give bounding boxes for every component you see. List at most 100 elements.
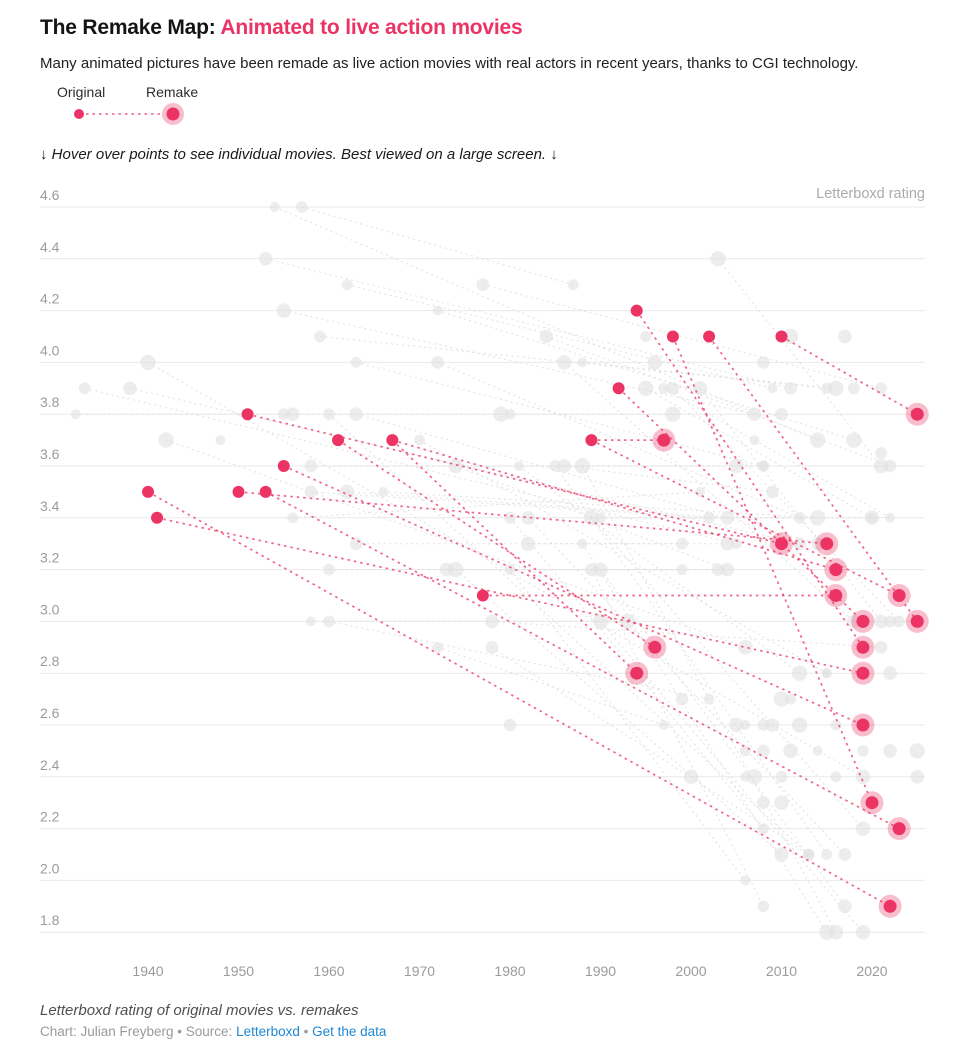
background-point[interactable] bbox=[757, 744, 770, 758]
background-original-point[interactable] bbox=[557, 355, 572, 370]
background-remake-point[interactable] bbox=[838, 899, 852, 914]
background-remake-point[interactable] bbox=[738, 640, 753, 655]
background-point[interactable] bbox=[757, 796, 770, 810]
background-point[interactable] bbox=[791, 717, 808, 733]
background-original-point[interactable] bbox=[323, 563, 335, 576]
original-point[interactable] bbox=[332, 434, 345, 447]
background-point[interactable] bbox=[675, 692, 689, 706]
background-remake-point[interactable] bbox=[658, 720, 669, 730]
background-remake-point[interactable] bbox=[838, 848, 852, 861]
background-remake-point[interactable] bbox=[819, 924, 835, 940]
background-remake-point[interactable] bbox=[855, 769, 871, 785]
background-remake-point[interactable] bbox=[747, 407, 762, 422]
remake-point[interactable] bbox=[820, 537, 834, 551]
background-point[interactable] bbox=[493, 406, 509, 422]
background-original-point[interactable] bbox=[78, 382, 91, 395]
background-remake-point[interactable] bbox=[567, 279, 579, 291]
background-point[interactable] bbox=[739, 745, 751, 757]
background-point[interactable] bbox=[830, 719, 842, 731]
source-link[interactable]: Letterboxd bbox=[236, 1024, 300, 1039]
background-point[interactable] bbox=[215, 435, 226, 446]
background-original-point[interactable] bbox=[158, 432, 174, 448]
background-point[interactable] bbox=[910, 770, 925, 784]
background-remake-point[interactable] bbox=[873, 458, 889, 474]
remake-point[interactable] bbox=[657, 433, 671, 447]
background-point[interactable] bbox=[883, 744, 897, 758]
background-point[interactable] bbox=[746, 769, 763, 785]
background-point[interactable] bbox=[740, 720, 751, 730]
background-remake-point[interactable] bbox=[874, 640, 888, 654]
background-point[interactable] bbox=[774, 795, 789, 810]
background-original-point[interactable] bbox=[448, 561, 464, 578]
background-original-point[interactable] bbox=[577, 357, 588, 368]
background-remake-point[interactable] bbox=[885, 512, 896, 523]
background-original-point[interactable] bbox=[666, 381, 680, 395]
background-remake-point[interactable] bbox=[676, 564, 688, 576]
background-original-point[interactable] bbox=[350, 356, 362, 368]
scatter-plot[interactable]: 4.6 4.4 4.2 4.0 3.8 3.6 3.4 3.2 3.0 2.8 2.6 2.4 2.2 2… bbox=[0, 0, 960, 995]
background-original-point[interactable] bbox=[349, 407, 363, 422]
background-original-point[interactable] bbox=[710, 251, 726, 267]
background-original-point[interactable] bbox=[520, 536, 536, 551]
background-remake-point[interactable] bbox=[665, 406, 681, 422]
background-original-point[interactable] bbox=[539, 329, 553, 344]
background-original-point[interactable] bbox=[414, 434, 425, 446]
background-original-point[interactable] bbox=[638, 380, 654, 396]
background-point[interactable] bbox=[504, 408, 516, 420]
background-original-point[interactable] bbox=[304, 485, 318, 499]
background-remake-point[interactable] bbox=[757, 900, 770, 913]
background-original-point[interactable] bbox=[341, 279, 353, 291]
background-original-point[interactable] bbox=[258, 251, 273, 266]
background-remake-point[interactable] bbox=[703, 693, 715, 705]
background-original-point[interactable] bbox=[432, 305, 443, 316]
background-point[interactable] bbox=[647, 355, 663, 370]
original-point[interactable] bbox=[630, 304, 643, 317]
background-point[interactable] bbox=[749, 435, 760, 446]
background-remake-point[interactable] bbox=[810, 432, 826, 448]
remake-point[interactable] bbox=[892, 589, 906, 602]
background-remake-point[interactable] bbox=[855, 821, 871, 836]
remake-point[interactable] bbox=[883, 899, 897, 913]
background-original-point[interactable] bbox=[305, 616, 316, 627]
background-point[interactable] bbox=[857, 745, 869, 757]
background-point[interactable] bbox=[683, 769, 699, 785]
background-remake-point[interactable] bbox=[802, 848, 815, 861]
original-point[interactable] bbox=[386, 434, 399, 447]
background-remake-point[interactable] bbox=[793, 511, 806, 524]
background-point[interactable] bbox=[848, 382, 860, 395]
background-original-point[interactable] bbox=[432, 641, 444, 653]
background-original-point[interactable] bbox=[504, 564, 516, 576]
background-original-point[interactable] bbox=[476, 278, 490, 292]
background-remake-point[interactable] bbox=[828, 380, 844, 396]
background-remake-point[interactable] bbox=[811, 537, 825, 551]
background-original-point[interactable] bbox=[349, 537, 363, 551]
background-original-point[interactable] bbox=[658, 382, 670, 394]
background-original-point[interactable] bbox=[70, 409, 81, 420]
background-remake-point[interactable] bbox=[740, 875, 751, 886]
background-original-point[interactable] bbox=[504, 511, 516, 524]
background-point[interactable] bbox=[812, 745, 823, 756]
background-remake-point[interactable] bbox=[784, 381, 797, 395]
background-original-point[interactable] bbox=[595, 512, 606, 524]
original-point[interactable] bbox=[142, 485, 154, 498]
background-point[interactable] bbox=[765, 718, 780, 732]
background-original-point[interactable] bbox=[269, 202, 280, 212]
background-original-point[interactable] bbox=[577, 538, 588, 549]
background-original-point[interactable] bbox=[521, 511, 535, 525]
original-point[interactable] bbox=[277, 460, 290, 472]
background-remake-point[interactable] bbox=[695, 486, 706, 497]
background-remake-point[interactable] bbox=[875, 382, 887, 395]
background-original-point[interactable] bbox=[276, 303, 292, 318]
original-point[interactable] bbox=[259, 485, 272, 498]
background-original-point[interactable] bbox=[378, 486, 389, 497]
background-remake-point[interactable] bbox=[720, 511, 734, 525]
background-remake-point[interactable] bbox=[757, 460, 770, 472]
background-point[interactable] bbox=[503, 718, 517, 732]
background-point[interactable] bbox=[821, 668, 832, 679]
background-original-point[interactable] bbox=[692, 381, 708, 396]
background-remake-point[interactable] bbox=[846, 432, 862, 448]
remake-point[interactable] bbox=[856, 666, 870, 680]
remake-point[interactable] bbox=[829, 589, 843, 602]
background-original-point[interactable] bbox=[485, 614, 499, 629]
background-point[interactable] bbox=[773, 691, 790, 707]
